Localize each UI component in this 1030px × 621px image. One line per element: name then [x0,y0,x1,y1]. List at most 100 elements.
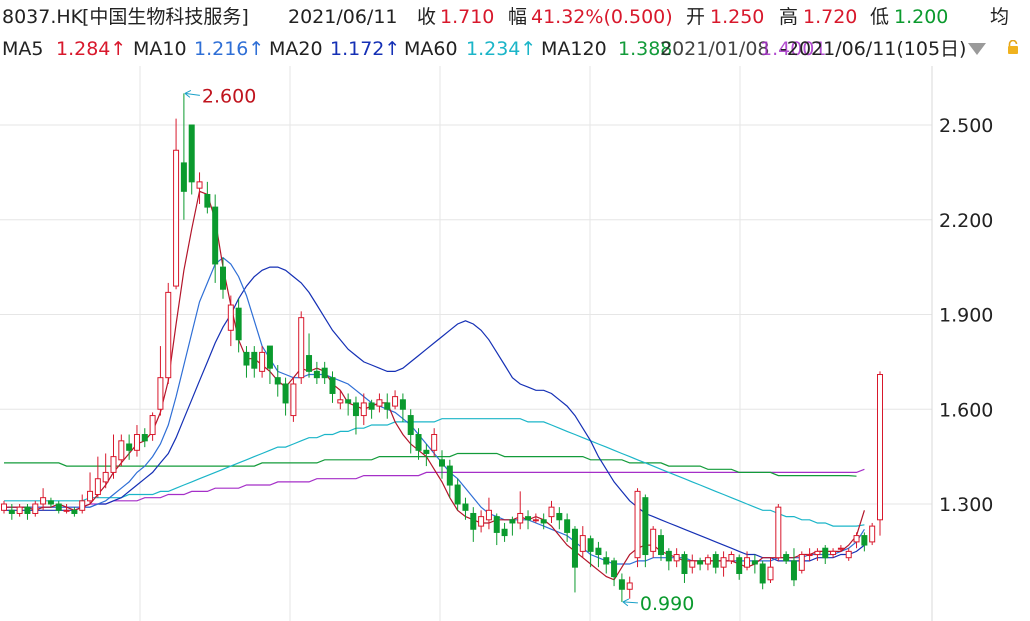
candle-body-down [439,459,445,467]
close-value: 1.710 [440,6,495,28]
candle-body-up [845,550,852,559]
candle-body-down [71,509,78,514]
candle-body-up [877,374,883,521]
candle-body-up [634,490,641,559]
candle-body-down [321,367,328,379]
ma5-label[interactable]: MA5 [2,38,44,60]
open-label: 开 [686,6,706,28]
candle-body-up [173,149,180,287]
ma20-value: 1.172↑ [330,38,401,60]
candle-body-down [423,449,430,454]
candle-body-up [837,547,844,550]
candle-body-down [141,434,148,442]
candle-body-down [204,193,211,208]
candle-body-down [525,516,532,521]
annotation-low: 0.990 [640,593,694,615]
y-tick-label: 1.900 [939,305,993,327]
ma10-label[interactable]: MA10 [133,38,187,60]
candle-body-up [689,560,696,568]
candle-body-down [399,399,406,410]
candle-body-down [212,206,219,265]
candle-body-down [454,484,461,505]
candle-body-up [16,506,23,514]
candle-body-up [290,383,297,417]
candle-body-down [618,579,625,590]
candle-body-up [775,506,782,559]
candle-body-up [376,399,383,407]
y-tick-label: 1.300 [939,494,993,516]
candle-body-down [603,557,610,565]
candle-body-down [736,557,743,574]
candle-body-down [501,528,508,537]
candle-body-down [564,519,571,533]
open-value: 1.250 [710,6,765,28]
ma20-label[interactable]: MA20 [269,38,323,60]
candle-body-up [728,554,735,562]
avg-label: 均 [990,6,1010,28]
candle-body-up [157,377,164,410]
candle-body-down [220,266,226,290]
candle-body-up [1,503,7,511]
ma120-label[interactable]: MA120 [541,38,607,60]
y-tick-label: 1.600 [939,399,993,421]
candle-body-up [626,582,633,590]
ma60-line [4,418,865,527]
candle-body-down [243,351,250,366]
candle-body-up [337,399,344,404]
candle-body-up [360,402,367,417]
candle-body-up [720,557,727,568]
candle-body-up [32,503,39,514]
candle-body-up [227,304,234,331]
candle-body-up [298,317,305,379]
candle-body-down [587,538,594,552]
ma5-line [4,190,865,581]
candle-body-up [478,516,485,527]
ma10-line [4,256,865,565]
change-value: 41.32%(0.500) [531,6,673,28]
candle-body-down [282,383,289,404]
annotation-high: 2.600 [202,85,256,107]
dropdown-triangle-icon[interactable] [968,43,986,55]
candle-body-down [415,434,422,451]
candle-body-down [759,563,766,584]
candle-body-up [830,550,837,556]
candle-body-down [251,351,258,369]
candle-body-down [642,497,649,556]
stock-code[interactable]: 8037.HK [2,6,84,28]
candle-body-up [869,525,876,543]
candle-body-down [407,415,414,436]
candle-body-down [345,399,352,404]
quote-date: 2021/06/11 [288,6,398,28]
high-value: 1.720 [803,6,858,28]
quote-header: 8037.HK [中国生物科技服务] 2021/06/11 收 1.710 幅 … [0,0,1030,34]
candle-body-down [509,519,516,524]
candle-body-down [790,560,797,581]
ma60-label[interactable]: MA60 [404,38,458,60]
candle-body-up [259,351,266,372]
overlap-value: 1.4001 [760,38,827,60]
candle-body-up [165,291,172,379]
annotation-arrow [184,89,192,98]
candle-body-up [673,554,680,562]
ma5-value: 1.284↑ [56,38,127,60]
candle-body-down [861,535,868,546]
candle-body-up [579,535,586,552]
stock-name[interactable]: [中国生物科技服务] [82,6,249,28]
candle-body-up [548,506,555,518]
lock-icon[interactable] [1006,40,1020,54]
ma60-value: 1.234↑ [466,38,537,60]
annotation-leader [184,92,200,96]
candle-body-up [40,497,47,505]
candle-body-up [94,478,101,496]
candle-body-down [329,377,336,394]
candle-body-down [571,528,578,568]
ma10-value: 1.216↑ [194,38,265,60]
candle-body-down [384,402,391,410]
ma250-line [4,468,865,508]
candle-body-up [133,434,140,451]
candle-body-up [767,566,774,581]
candle-body-up [196,181,203,189]
candle-body-down [783,554,790,562]
candle-body-down [235,307,242,341]
candle-body-down [751,560,758,565]
